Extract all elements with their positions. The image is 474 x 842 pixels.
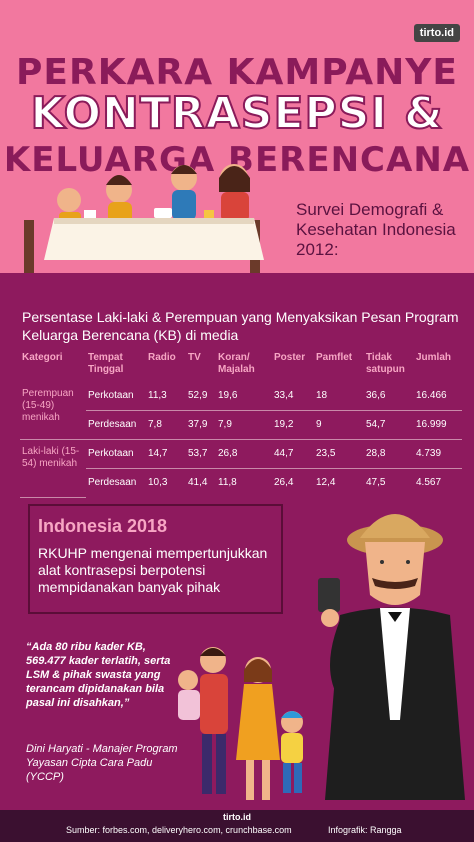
table-row: Perdesaan 7,8 37,9 7,9 19,2 9 54,7 16.99… [20,410,462,440]
footer-sources: Sumber: forbes.com, deliveryhero.com, cr… [66,825,292,835]
header-kategori: Kategori [22,352,63,363]
table-cell: 36,6 [364,382,414,411]
table-cell: 54,7 [364,410,414,440]
table-cell: 18 [314,382,364,411]
quote-author: Dini Haryati - Manajer Program Yayasan C… [26,743,178,783]
table-cell: 44,7 [272,439,314,469]
table-row: Perempuan (15-49) menikah Perkotaan 11,3… [20,382,462,440]
family-dinner-illustration [24,164,264,275]
footer [0,810,474,842]
group-label: Laki-laki (15-54) menikah [20,439,86,498]
group-label: Perempuan (15-49) menikah [20,382,86,440]
table-cell: Perdesaan [88,477,137,488]
table-cell: 47,5 [366,477,386,488]
indonesia-2018-box [28,504,283,614]
footer-brand: tirto.id [223,812,251,822]
table-cell: 26,4 [274,477,294,488]
footer-credit: Infografik: Rangga [328,825,402,835]
table-cell: 10,3 [148,477,168,488]
table-cell: Perkotaan [86,382,146,411]
table-cell: 16.999 [414,410,462,440]
box-text: RKUHP mengenai mempertunjukkan alat kont… [38,545,268,595]
table-cell: 26,8 [216,439,272,469]
table-cell: 33,4 [272,382,314,411]
title-line-2: KONTRASEPSI & [29,87,444,140]
title-line-1: PERKARA KAMPANYE [16,52,458,93]
table-cell: 37,9 [186,410,216,440]
header-jumlah: Jumlah [416,352,452,363]
table-cell: 4.739 [414,439,462,469]
quote-text: “Ada 80 ribu kader KB, 569.477 kader ter… [26,641,171,709]
table-cell: 52,9 [186,382,216,411]
table-cell: 11,3 [146,382,186,411]
table-cell: 16.466 [414,382,462,411]
table-caption: Persentase Laki-laki & Perempuan yang Me… [22,309,459,343]
man-with-phone-illustration [318,514,465,800]
header-pamflet: Pamflet [316,352,353,363]
table-cell: 23,5 [314,439,364,469]
table-cell: 14,7 [146,439,186,469]
table-cell: 12,4 [316,477,336,488]
survey-label: Survei Demografi & Kesehatan Indonesia 2… [296,200,456,259]
table-cell: Perdesaan [86,410,146,440]
header-poster: Poster [274,352,306,363]
table-cell: 7,8 [146,410,186,440]
table-cell: 19,2 [272,410,314,440]
header-tv: TV [188,352,201,363]
table-row: Perdesaan 10,3 41,4 11,8 26,4 12,4 47,5 … [20,469,462,498]
family-illustration [178,647,303,800]
table-cell: 11,8 [218,477,237,488]
table-cell: Perkotaan [86,439,146,469]
kb-media-table: Kategori Tempat Tinggal Radio TV Koran/ … [20,350,462,498]
box-title: Indonesia 2018 [38,516,168,536]
header-tidak-satupun: Tidak satupun [366,352,405,375]
table-row: Laki-laki (15-54) menikah Perkotaan 14,7… [20,439,462,498]
header-radio: Radio [148,352,176,363]
table-cell: 19,6 [216,382,272,411]
table-cell: 41,4 [188,477,208,488]
header-koran: Koran/ Majalah [218,352,255,375]
table-cell: 9 [314,410,364,440]
header-tempat-tinggal: Tempat Tinggal [88,352,124,375]
table-cell: 28,8 [364,439,414,469]
brand-logo: tirto.id [413,24,460,42]
table-cell: 4.567 [416,477,442,488]
table-cell: 7,9 [216,410,272,440]
table-cell: 53,7 [186,439,216,469]
table-header-row: Kategori Tempat Tinggal Radio TV Koran/ … [20,350,462,382]
